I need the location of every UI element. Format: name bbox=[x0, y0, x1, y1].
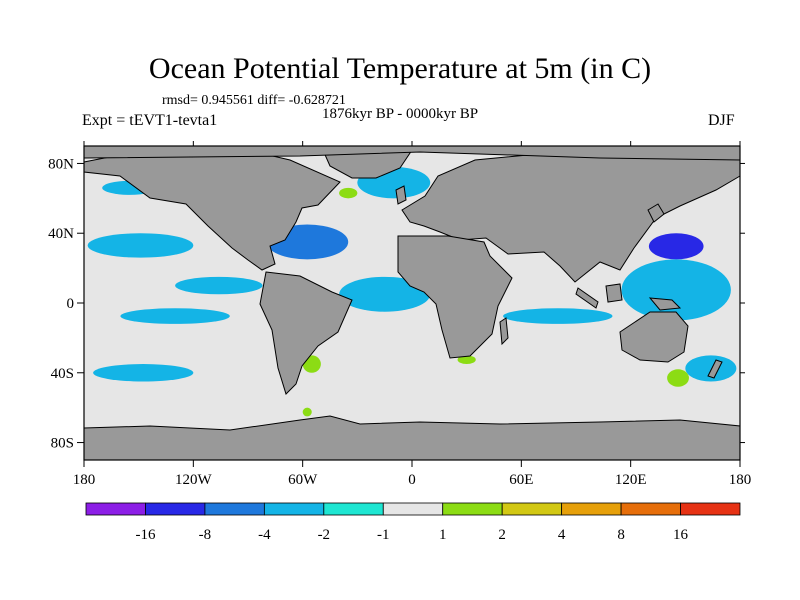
colorbar: -16 -8 -4 -2 -1 1 2 4 8 16 bbox=[85, 502, 741, 543]
anomaly-region bbox=[302, 407, 312, 417]
colorbar-swatch bbox=[620, 502, 681, 516]
colorbar-label: 16 bbox=[673, 527, 689, 543]
y-tick-label: 80S bbox=[51, 436, 74, 452]
island-japan bbox=[647, 203, 665, 223]
x-axis: 180 120W 60W 0 60E 120E 180 bbox=[73, 141, 752, 488]
anomaly-layer bbox=[87, 166, 737, 417]
chart-title: Ocean Potential Temperature at 5m (in C) bbox=[148, 52, 652, 85]
x-tick-label: 180 bbox=[729, 472, 752, 488]
colorbar-label: -16 bbox=[135, 527, 155, 543]
continent-south-america bbox=[259, 271, 353, 395]
colorbar-swatch bbox=[501, 502, 563, 516]
island-madagascar bbox=[499, 317, 509, 346]
continent-australia bbox=[619, 311, 689, 363]
colorbar-swatch bbox=[561, 502, 622, 516]
x-tick-label: 0 bbox=[408, 472, 416, 488]
colorbar-label: 4 bbox=[558, 527, 566, 543]
colorbar-swatch bbox=[680, 502, 741, 516]
x-tick-label: 60W bbox=[288, 472, 318, 488]
anomaly-region bbox=[621, 259, 731, 321]
experiment-label: Expt = tEVT1-tevta1 bbox=[82, 112, 218, 129]
island-new-guinea bbox=[648, 297, 682, 311]
island-borneo bbox=[605, 283, 623, 303]
colorbar-label: -1 bbox=[377, 527, 390, 543]
season-label: DJF bbox=[708, 112, 735, 129]
y-tick-label: 80N bbox=[48, 156, 74, 172]
colorbar-swatch bbox=[442, 502, 503, 516]
colorbar-swatch bbox=[263, 502, 325, 516]
period-label: 1876kyr BP - 0000kyr BP bbox=[322, 106, 479, 122]
map-area bbox=[83, 145, 741, 461]
anomaly-region bbox=[175, 276, 263, 295]
anomaly-region bbox=[648, 233, 704, 260]
colorbar-label: -4 bbox=[258, 527, 271, 543]
x-tick-label: 120E bbox=[615, 472, 647, 488]
colorbar-label: 2 bbox=[498, 527, 506, 543]
continent-north-america bbox=[83, 145, 341, 271]
continent-africa bbox=[397, 235, 513, 359]
anomaly-region bbox=[87, 233, 194, 258]
anomaly-region bbox=[457, 355, 476, 365]
statistics-label: rmsd= 0.945561 diff= -0.628721 bbox=[162, 93, 346, 108]
colorbar-swatch bbox=[145, 502, 206, 516]
colorbar-swatch bbox=[85, 502, 146, 516]
anomaly-region bbox=[685, 355, 737, 382]
y-axis: 80N 40N 0 40S 80S bbox=[48, 156, 745, 452]
y-tick-label: 40N bbox=[48, 226, 74, 242]
colorbar-swatch bbox=[382, 502, 444, 516]
colorbar-swatch bbox=[323, 502, 384, 516]
y-tick-label: 0 bbox=[67, 296, 75, 312]
anomaly-region bbox=[667, 369, 689, 387]
anomaly-region bbox=[339, 187, 358, 199]
island-uk bbox=[395, 185, 407, 205]
x-tick-label: 180 bbox=[73, 472, 96, 488]
island-new-zealand bbox=[707, 359, 723, 379]
anomaly-region bbox=[503, 308, 613, 324]
x-tick-label: 60E bbox=[509, 472, 533, 488]
island-sumatra bbox=[575, 287, 599, 309]
y-tick-label: 40S bbox=[51, 366, 74, 382]
colorbar-label: 8 bbox=[617, 527, 625, 543]
x-tick-label: 120W bbox=[175, 472, 213, 488]
colorbar-label: -8 bbox=[199, 527, 212, 543]
colorbar-label: -2 bbox=[318, 527, 331, 543]
anomaly-region bbox=[93, 364, 194, 382]
anomaly-region bbox=[339, 276, 431, 312]
colorbar-swatch bbox=[204, 502, 265, 516]
anomaly-region bbox=[120, 308, 230, 324]
colorbar-label: 1 bbox=[439, 527, 447, 543]
